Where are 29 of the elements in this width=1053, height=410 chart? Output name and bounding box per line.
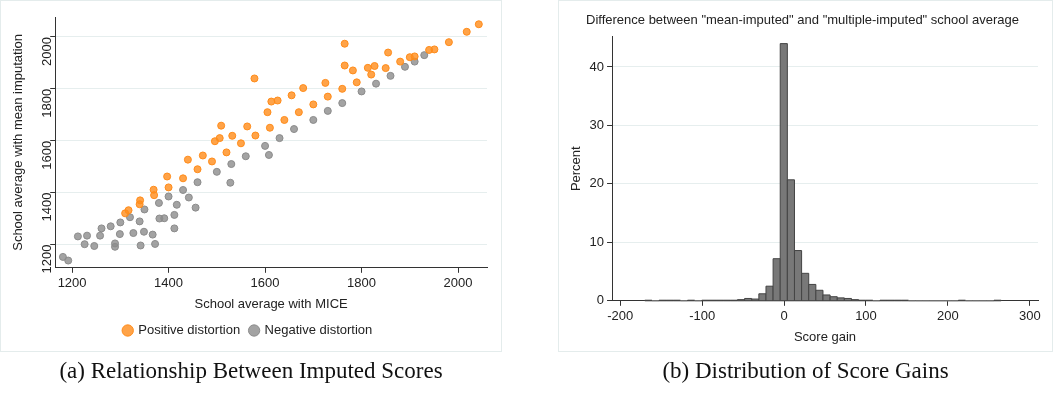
x-tick-label: -200 (607, 308, 634, 324)
chart-title: Difference between "mean-imputed" and "multiple-imputed" school average (585, 12, 1020, 28)
x-tick-label: 1400 (154, 275, 184, 291)
x-axis-title: Score gain (793, 328, 857, 344)
x-tick-label: -100 (689, 308, 716, 324)
x-tick-label: 0 (780, 308, 788, 324)
x-tick-label: 1200 (57, 275, 87, 291)
y-tick-label: 40 (589, 58, 605, 74)
x-axis-title: School average with MICE (194, 295, 349, 311)
x-tick-label: 200 (937, 308, 959, 324)
y-tick-label: 1800 (38, 88, 54, 118)
y-tick-label: 20 (589, 175, 605, 191)
y-tick-label: 10 (589, 233, 605, 249)
x-tick-label: 2000 (443, 275, 473, 291)
x-tick-label: 1600 (250, 275, 280, 291)
legend-label: Positive distortion (138, 322, 241, 338)
y-axis-title: Percent (568, 145, 584, 192)
y-tick-label: 0 (596, 292, 605, 308)
y-tick-label: 1600 (38, 140, 54, 170)
x-tick-label: 300 (1018, 308, 1041, 324)
legend-label: Negative distortion (264, 322, 373, 338)
x-tick-label: 100 (855, 308, 877, 324)
y-axis-title: School average with mean imputation (10, 34, 26, 251)
y-tick-label: 1400 (38, 192, 54, 222)
y-tick-label: 30 (589, 117, 605, 133)
text: (a) Relationship Between Imputed Scores (59, 358, 443, 384)
x-tick-label: 1800 (347, 275, 377, 291)
y-tick-label: 2000 (38, 36, 54, 66)
text: (b) Distribution of Score Gains (662, 358, 949, 384)
